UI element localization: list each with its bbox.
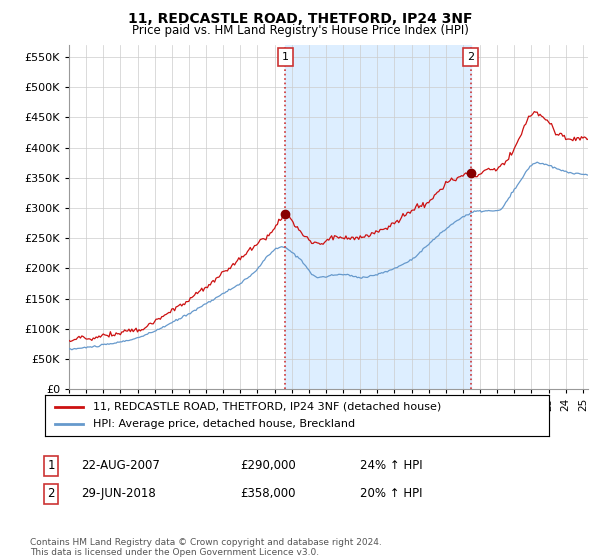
Text: 1: 1: [282, 52, 289, 62]
Text: 2: 2: [47, 487, 55, 501]
Text: HPI: Average price, detached house, Breckland: HPI: Average price, detached house, Brec…: [93, 419, 355, 430]
Text: £358,000: £358,000: [240, 487, 296, 501]
Text: Price paid vs. HM Land Registry's House Price Index (HPI): Price paid vs. HM Land Registry's House …: [131, 24, 469, 36]
Text: 24% ↑ HPI: 24% ↑ HPI: [360, 459, 422, 473]
Text: Contains HM Land Registry data © Crown copyright and database right 2024.
This d: Contains HM Land Registry data © Crown c…: [30, 538, 382, 557]
Text: £290,000: £290,000: [240, 459, 296, 473]
Text: 1: 1: [47, 459, 55, 473]
Text: 29-JUN-2018: 29-JUN-2018: [81, 487, 156, 501]
Text: 11, REDCASTLE ROAD, THETFORD, IP24 3NF: 11, REDCASTLE ROAD, THETFORD, IP24 3NF: [128, 12, 472, 26]
Text: 20% ↑ HPI: 20% ↑ HPI: [360, 487, 422, 501]
Bar: [285, 45, 471, 389]
Text: 11, REDCASTLE ROAD, THETFORD, IP24 3NF (detached house): 11, REDCASTLE ROAD, THETFORD, IP24 3NF (…: [93, 402, 441, 412]
Text: 2: 2: [467, 52, 475, 62]
Text: 22-AUG-2007: 22-AUG-2007: [81, 459, 160, 473]
